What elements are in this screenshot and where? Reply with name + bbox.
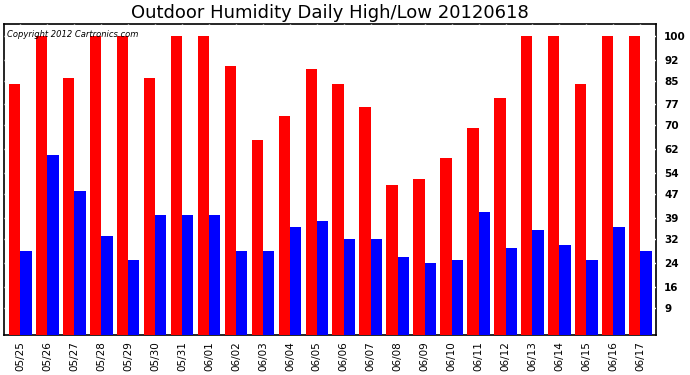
Bar — [333, 84, 344, 335]
Bar — [36, 36, 48, 335]
Bar — [198, 36, 209, 335]
Bar — [263, 251, 274, 335]
Bar — [479, 212, 490, 335]
Bar — [629, 36, 640, 335]
Bar — [494, 99, 506, 335]
Bar — [344, 239, 355, 335]
Bar — [613, 227, 624, 335]
Bar — [90, 36, 101, 335]
Text: Copyright 2012 Cartronics.com: Copyright 2012 Cartronics.com — [8, 30, 139, 39]
Bar — [9, 84, 20, 335]
Bar — [317, 221, 328, 335]
Bar — [144, 78, 155, 335]
Bar — [63, 78, 75, 335]
Bar — [506, 248, 517, 335]
Bar — [101, 236, 112, 335]
Bar — [521, 36, 533, 335]
Bar — [467, 128, 479, 335]
Bar — [424, 263, 436, 335]
Bar — [451, 260, 463, 335]
Bar — [359, 108, 371, 335]
Bar — [252, 140, 263, 335]
Bar — [533, 230, 544, 335]
Bar — [413, 179, 424, 335]
Bar — [209, 215, 220, 335]
Bar — [586, 260, 598, 335]
Bar — [236, 251, 247, 335]
Bar — [182, 215, 193, 335]
Bar — [306, 69, 317, 335]
Bar — [371, 239, 382, 335]
Bar — [20, 251, 32, 335]
Bar — [575, 84, 586, 335]
Bar — [225, 66, 236, 335]
Bar — [548, 36, 560, 335]
Bar — [155, 215, 166, 335]
Bar — [48, 155, 59, 335]
Bar — [117, 36, 128, 335]
Bar — [397, 257, 409, 335]
Bar — [386, 185, 397, 335]
Title: Outdoor Humidity Daily High/Low 20120618: Outdoor Humidity Daily High/Low 20120618 — [131, 4, 529, 22]
Bar — [640, 251, 651, 335]
Bar — [560, 245, 571, 335]
Bar — [290, 227, 302, 335]
Bar — [279, 116, 290, 335]
Bar — [170, 36, 182, 335]
Bar — [602, 36, 613, 335]
Bar — [440, 158, 451, 335]
Bar — [128, 260, 139, 335]
Bar — [75, 191, 86, 335]
